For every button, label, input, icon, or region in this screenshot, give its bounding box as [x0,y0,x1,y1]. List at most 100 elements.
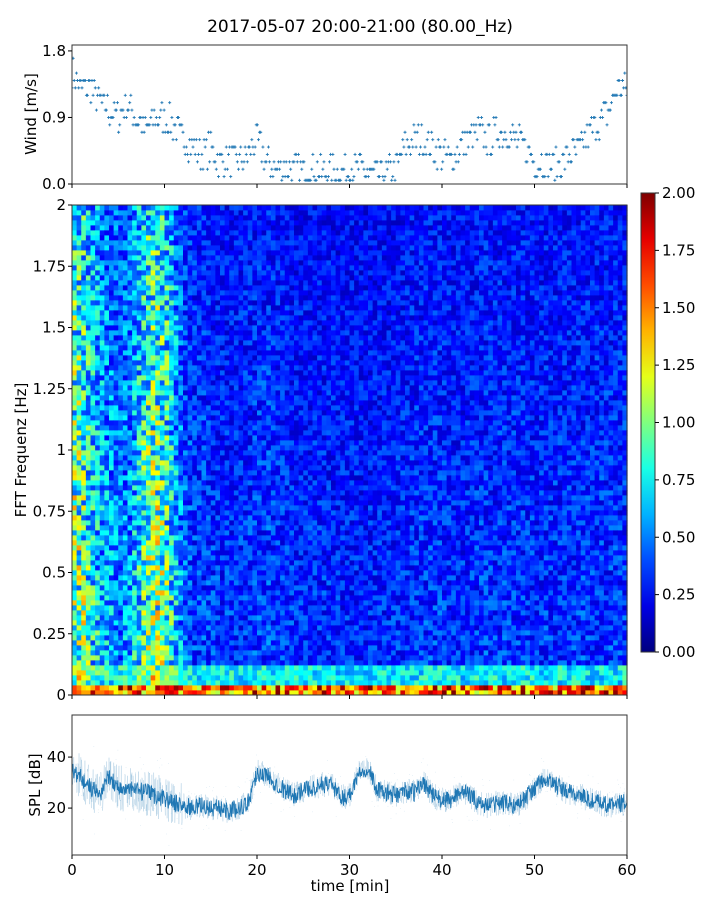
spectrogram-cell [132,245,138,251]
spectrogram-cell [81,660,87,666]
spectrogram-cell [104,390,110,396]
wind-point [453,152,457,156]
spectrogram-cell [196,440,203,446]
spectrogram-cell [215,360,221,366]
spectrogram-cell [95,660,101,666]
spectrogram-cell [187,340,193,346]
spectrogram-cell [270,685,277,691]
spectrogram-cell [155,630,161,636]
wind-point [171,138,175,142]
wind-point [108,123,112,127]
wind-ytick-label: 0.0 [42,175,66,193]
spectrogram-cell [173,535,179,541]
spectrogram-cell [146,330,152,336]
spectrogram-cell [72,235,78,241]
spectrogram-cell [247,205,253,211]
spectrogram-cell [206,550,212,556]
spectrogram-cell [173,525,179,531]
spectrogram-cell [81,325,87,331]
spectrogram-cell [220,510,226,516]
spectrogram-cell [270,425,277,431]
spectrogram-cell [85,515,92,521]
spectrogram-cell [224,315,230,321]
spectrogram-cell [141,435,147,441]
spectrogram-cell [266,470,272,476]
spectrogram-cell [183,600,189,606]
spectrogram-cell [113,395,119,401]
spectrogram-cell [113,605,119,611]
spectrogram-cell [81,270,87,276]
spectrogram-cell [141,630,147,636]
spectrogram-cell [192,215,198,221]
spectrogram-cell [113,265,119,271]
spectrogram-cell [159,390,166,396]
spectrogram-cell [270,625,277,631]
spectrogram-cell [220,560,226,566]
spectrogram-cell [229,660,235,666]
spectrogram-cell [178,275,184,281]
spectrogram-cell [187,265,193,271]
spectrogram-cell [113,220,119,226]
spectrogram-cell [224,335,230,341]
spectrogram-cell [243,245,249,251]
spectrogram-cell [210,530,216,536]
spectrogram-cell [155,665,161,671]
spectrogram-cell [141,490,147,496]
wind-point [227,152,231,156]
spectrogram-cell [146,650,152,656]
spectrogram-cell [196,295,203,301]
spectrogram-cell [183,420,189,426]
spectrogram-cell [136,635,142,641]
spectrogram-cell [201,450,207,456]
spectrogram-cell [173,320,179,326]
spectrogram-cell [261,575,267,581]
spectrogram-cell [183,470,189,476]
spectrogram-cell [243,525,249,531]
wind-point [220,152,224,156]
spectrogram-cell [169,620,175,626]
spectrogram-cell [233,420,240,426]
spectrogram-cell [85,305,92,311]
spectrogram-cell [150,650,156,656]
spectrogram-cell [257,465,263,471]
spectrogram-cell [164,595,170,601]
spectrogram-cell [280,525,286,531]
spectrogram-cell [95,285,101,291]
spectrogram-cell [280,660,286,666]
spectrogram-cell [136,385,142,391]
spectrogram-cell [261,310,267,316]
spectrogram-cell [266,240,272,246]
spectrogram-cell [159,210,166,216]
spectrogram-cell [270,250,277,256]
spectrogram-cell [104,535,110,541]
spectrogram-cell [224,670,230,676]
spectrogram-cell [201,360,207,366]
spectrogram-cell [122,635,129,641]
spectrogram-cell [238,305,244,311]
spectrogram-cell [169,305,175,311]
spectrogram-cell [280,505,286,511]
spectrogram-cell [178,640,184,646]
spectrogram-cell [150,275,156,281]
spectrogram-cell [206,280,212,286]
spectrogram-cell [104,210,110,216]
spectrogram-cell [275,395,281,401]
spectrogram-cell [85,500,92,506]
spectrogram-cell [275,245,281,251]
spectrogram-cell [159,660,166,666]
wind-point [481,123,485,127]
spectrogram-cell [266,680,272,686]
wind-point [471,145,475,149]
spectrogram-cell [159,430,166,436]
spectrogram-cell [275,640,281,646]
spectrogram-cell [257,510,263,516]
spectrogram-cell [238,320,244,326]
spectrogram-cell [275,525,281,531]
spectrogram-cell [233,465,240,471]
spectrogram-cell [275,570,281,576]
spectrogram-cell [169,270,175,276]
spectrogram-cell [169,460,175,466]
spectrogram-cell [206,545,212,551]
spectrogram-cell [118,620,124,626]
spectrogram-cell [104,330,110,336]
